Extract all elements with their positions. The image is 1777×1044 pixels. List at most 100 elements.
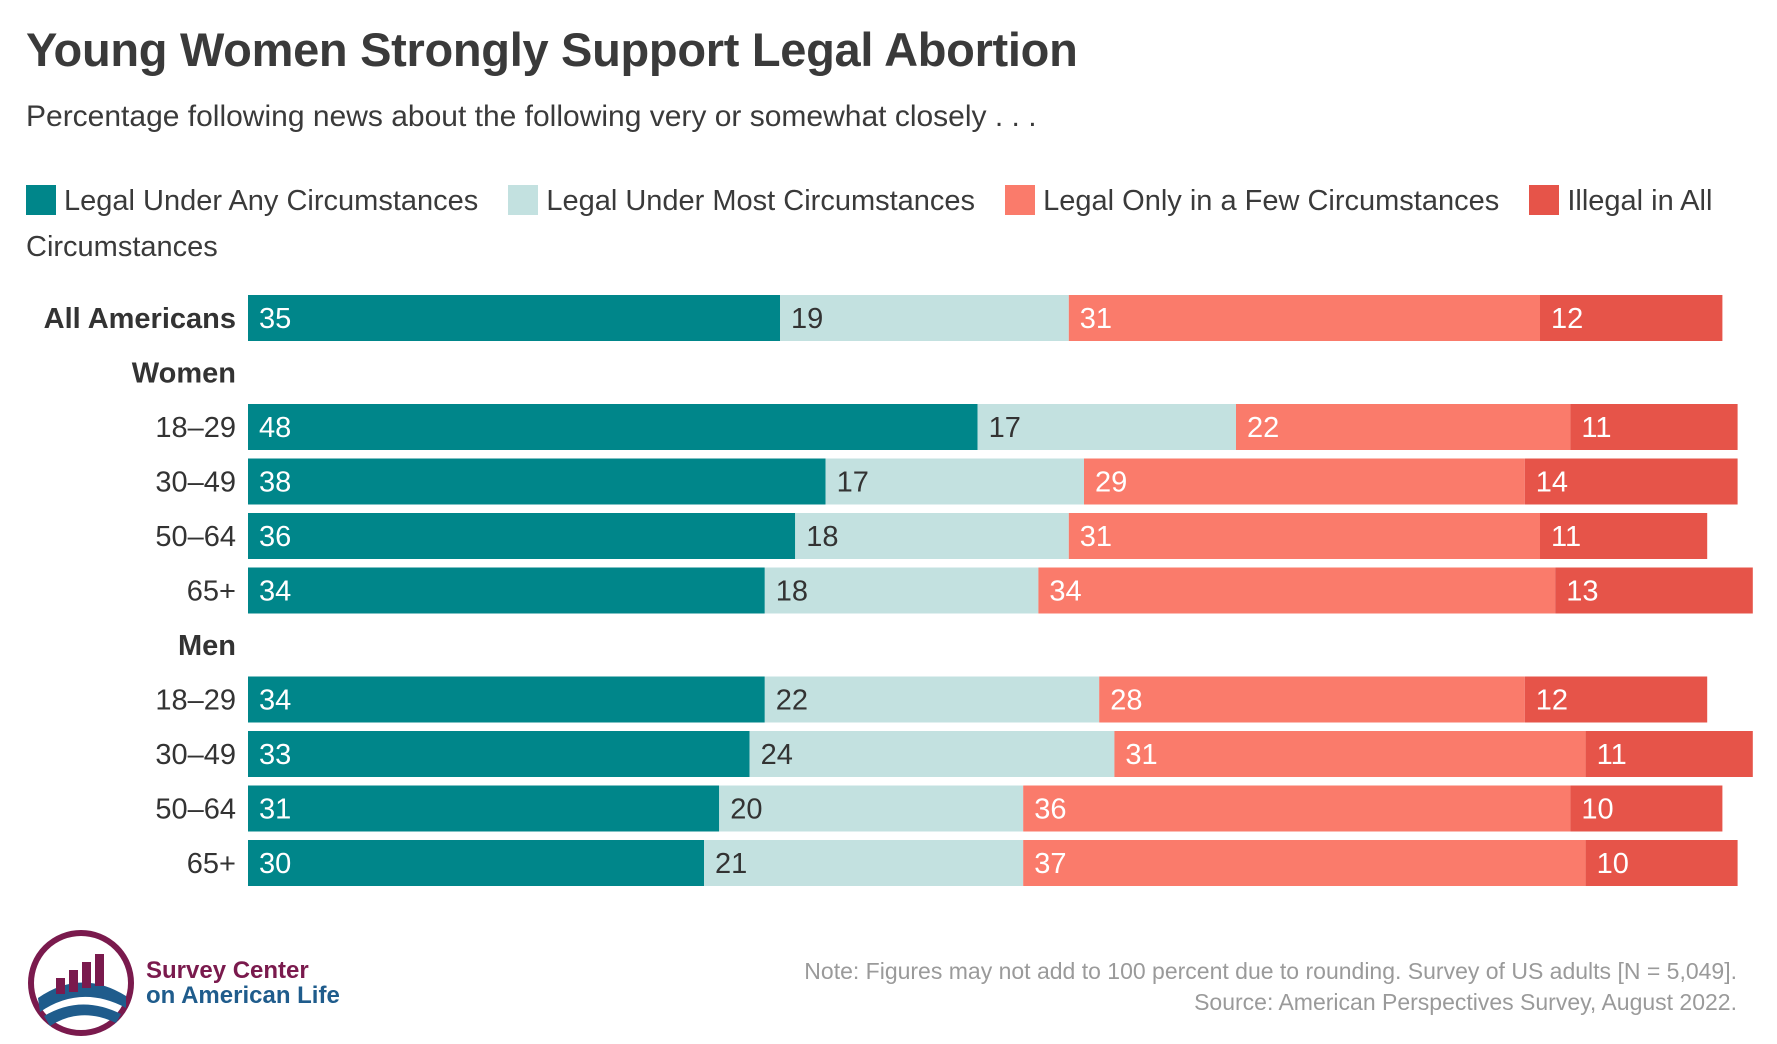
row-label: 65+ bbox=[187, 848, 236, 880]
data-label: 34 bbox=[259, 685, 291, 717]
group-label: Men bbox=[178, 630, 236, 662]
data-label: 28 bbox=[1110, 685, 1142, 717]
row-label: 65+ bbox=[187, 576, 236, 608]
data-label: 10 bbox=[1581, 794, 1613, 826]
row-label: 18–29 bbox=[155, 412, 236, 444]
legend-item-illegal-all: Illegal in All Circumstances bbox=[26, 185, 1712, 263]
logo-line-2: on American Life bbox=[146, 982, 340, 1009]
legend: Legal Under Any Circumstances Legal Unde… bbox=[26, 178, 1746, 270]
data-label: 18 bbox=[776, 576, 808, 608]
row-label: All Americans bbox=[44, 303, 236, 335]
data-label: 29 bbox=[1095, 467, 1127, 499]
data-label: 11 bbox=[1597, 739, 1627, 771]
bar-segment bbox=[1540, 513, 1708, 559]
data-label: 22 bbox=[776, 685, 808, 717]
data-label: 33 bbox=[259, 739, 291, 771]
group-label: Women bbox=[132, 358, 236, 390]
data-label: 48 bbox=[259, 412, 291, 444]
bar-segment bbox=[780, 295, 1069, 341]
bar-segment bbox=[1038, 567, 1556, 614]
bar-segment bbox=[248, 513, 796, 559]
data-label: 31 bbox=[1080, 303, 1112, 335]
bar-segment bbox=[1524, 458, 1738, 505]
data-label: 34 bbox=[259, 576, 291, 608]
row-label: 30–49 bbox=[155, 467, 236, 499]
data-label: 17 bbox=[837, 467, 869, 499]
row-label: 50–64 bbox=[155, 521, 236, 553]
logo: Survey Center on American Life bbox=[26, 928, 346, 1038]
data-label: 18 bbox=[806, 521, 838, 553]
legend-item-legal-few: Legal Only in a Few Circumstances bbox=[1005, 185, 1499, 217]
bar-segment bbox=[749, 731, 1115, 777]
data-label: 13 bbox=[1566, 576, 1598, 608]
bar-segment bbox=[248, 676, 765, 723]
bar-segment bbox=[1084, 458, 1525, 505]
data-label: 24 bbox=[761, 739, 793, 771]
bar-segment bbox=[1023, 785, 1571, 832]
legend-swatch-legal-few bbox=[1005, 185, 1036, 215]
bar-segment bbox=[1540, 295, 1723, 341]
logo-icon bbox=[28, 930, 134, 1036]
data-label: 36 bbox=[1034, 794, 1066, 826]
bar-segment bbox=[825, 458, 1084, 505]
bar-segment bbox=[764, 676, 1100, 723]
data-label: 14 bbox=[1536, 467, 1568, 499]
bar-segment bbox=[1023, 840, 1586, 886]
legend-swatch-legal-any bbox=[26, 185, 56, 215]
data-label: 17 bbox=[989, 412, 1021, 444]
bar-segment bbox=[704, 840, 1024, 886]
data-label: 22 bbox=[1247, 412, 1279, 444]
data-label: 31 bbox=[1080, 521, 1112, 553]
legend-item-legal-most: Legal Under Most Circumstances bbox=[508, 185, 975, 217]
bar-segment bbox=[248, 458, 826, 505]
data-label: 34 bbox=[1049, 576, 1081, 608]
data-label: 11 bbox=[1551, 521, 1581, 553]
bar-segment bbox=[1555, 567, 1753, 614]
data-label: 37 bbox=[1034, 848, 1066, 880]
legend-label-legal-few: Legal Only in a Few Circumstances bbox=[1043, 185, 1500, 217]
data-label: 31 bbox=[1125, 739, 1157, 771]
legend-item-legal-any: Legal Under Any Circumstances bbox=[26, 185, 478, 217]
legend-label-legal-most: Legal Under Most Circumstances bbox=[546, 185, 976, 217]
bar-segment bbox=[1068, 295, 1540, 341]
data-label: 35 bbox=[259, 303, 291, 335]
bar-segment bbox=[1585, 731, 1753, 777]
bar-segment bbox=[248, 295, 780, 341]
data-label: 21 bbox=[715, 848, 747, 880]
stacked-bar-chart: All Americans 35 19 31 12 Women 18–29 48 17 22 11 3… bbox=[44, 295, 1753, 886]
row-label: 30–49 bbox=[155, 739, 236, 771]
chart-subtitle: Percentage following news about the foll… bbox=[26, 100, 1037, 133]
row-label: 50–64 bbox=[155, 794, 236, 826]
legend-swatch-illegal-all bbox=[1529, 185, 1560, 215]
legend-label-illegal-all: Illegal in All Circumstances bbox=[26, 185, 1713, 263]
bar-segment bbox=[795, 513, 1069, 559]
data-label: 38 bbox=[259, 467, 291, 499]
bar-segment bbox=[1524, 676, 1708, 723]
source-text: Source: American Perspectives Survey, Au… bbox=[1194, 989, 1737, 1015]
bar-segment bbox=[764, 567, 1039, 614]
data-label: 36 bbox=[259, 521, 291, 553]
data-label: 31 bbox=[259, 794, 291, 826]
bar-segment bbox=[248, 840, 704, 886]
bar-segment bbox=[1570, 785, 1723, 832]
footer-note: Note: Figures may not add to 100 percent… bbox=[804, 956, 1737, 1018]
bar-segment bbox=[1099, 676, 1525, 723]
data-label: 12 bbox=[1536, 685, 1568, 717]
data-label: 12 bbox=[1551, 303, 1583, 335]
data-label: 10 bbox=[1597, 848, 1629, 880]
data-label: 19 bbox=[791, 303, 823, 335]
bar-segment bbox=[719, 785, 1024, 832]
bar-segment bbox=[1068, 513, 1540, 559]
bar-segment bbox=[248, 731, 750, 777]
legend-swatch-legal-most bbox=[508, 185, 539, 215]
data-label: 30 bbox=[259, 848, 291, 880]
bar-segment bbox=[1236, 404, 1571, 450]
row-label: 18–29 bbox=[155, 685, 236, 717]
bar-segment bbox=[248, 785, 720, 832]
bar-segment bbox=[248, 404, 978, 450]
chart-title: Young Women Strongly Support Legal Abort… bbox=[26, 23, 1078, 76]
bar-segment bbox=[248, 567, 765, 614]
note-text: Note: Figures may not add to 100 percent… bbox=[804, 958, 1737, 984]
legend-label-legal-any: Legal Under Any Circumstances bbox=[64, 185, 479, 217]
bar-segment bbox=[1585, 840, 1738, 886]
